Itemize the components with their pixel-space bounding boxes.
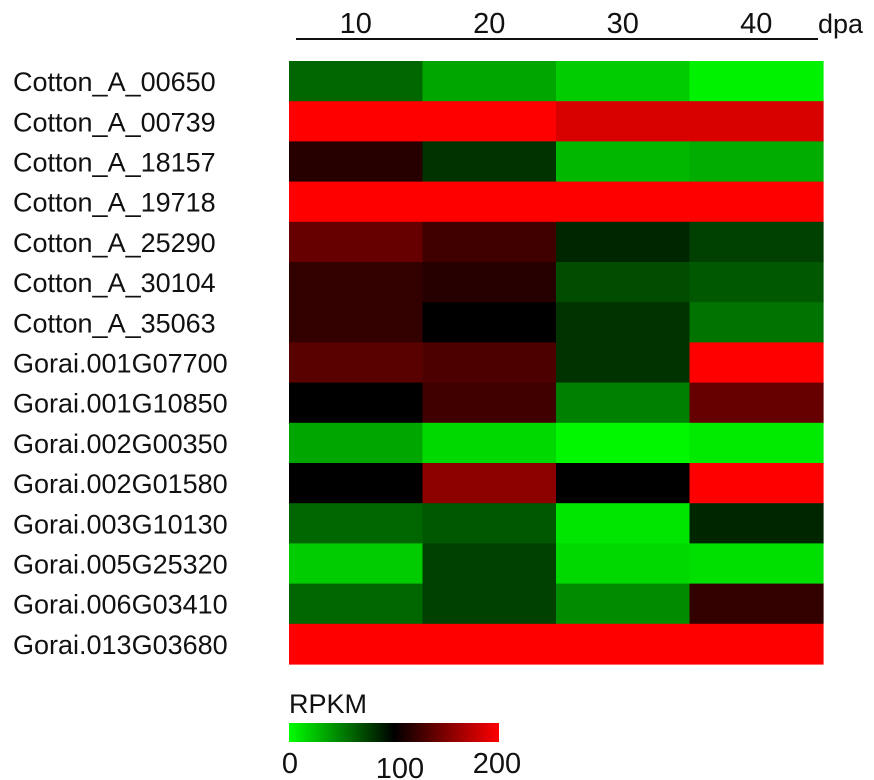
row-label: Gorai.005G25320 (13, 550, 228, 580)
heatmap-cell (422, 262, 557, 303)
colorbar-title: RPKM (289, 689, 367, 719)
heatmap-cell (422, 463, 557, 504)
row-label: Gorai.006G03410 (13, 590, 228, 620)
heatmap-cell (556, 623, 691, 665)
row-label: Cotton_A_30104 (13, 268, 216, 298)
heatmap-cell (556, 543, 691, 585)
heatmap-cell (689, 221, 824, 263)
x-unit-label: dpa (818, 9, 864, 39)
heatmap-cell (289, 101, 424, 142)
heatmap-cell (422, 583, 557, 625)
row-label: Cotton_A_00739 (13, 107, 216, 137)
heatmap-cell (689, 342, 824, 384)
heatmap-cell (556, 583, 691, 625)
row-labels: Cotton_A_00650 Cotton_A_00739 Cotton_A_181… (13, 67, 228, 660)
heatmap-cell (289, 181, 424, 223)
heatmap-cell (289, 422, 424, 464)
column-label: 20 (473, 8, 505, 40)
heatmap-cell (422, 181, 557, 223)
row-label: Cotton_A_25290 (13, 228, 216, 258)
column-label: 40 (740, 8, 772, 40)
colorbar (289, 723, 499, 742)
heatmap-cell (289, 463, 424, 504)
heatmap-cell (289, 543, 424, 585)
row-label: Cotton_A_19718 (13, 188, 216, 218)
heatmap-cell (422, 221, 557, 263)
row-label: Gorai.003G10130 (13, 509, 228, 539)
heatmap-cell (422, 302, 557, 343)
heatmap-cell (556, 302, 691, 343)
heatmap-cell (556, 262, 691, 303)
colorbar-tick-label: 0 (282, 748, 298, 780)
heatmap-cell (556, 382, 691, 424)
heatmap-cell (289, 503, 424, 544)
heatmap-cell (422, 382, 557, 424)
heatmap-cell (289, 583, 424, 625)
heatmap-cell (556, 141, 691, 183)
heatmap-cell (422, 101, 557, 142)
column-label: 30 (607, 8, 639, 40)
heatmap-cell (689, 262, 824, 303)
row-label: Gorai.001G07700 (13, 349, 228, 379)
heatmap-cell (689, 422, 824, 464)
row-label: Cotton_A_00650 (13, 67, 216, 97)
row-label: Gorai.002G01580 (13, 469, 228, 499)
heatmap-cell (556, 463, 691, 504)
heatmap-cell (422, 342, 557, 384)
heatmap-cell (289, 61, 424, 102)
heatmap-cell (689, 141, 824, 183)
heatmap-cell (689, 463, 824, 504)
heatmap-cell (289, 262, 424, 303)
heatmap-cell (422, 61, 557, 102)
heatmap-cell (689, 543, 824, 585)
heatmap-cell (289, 302, 424, 343)
colorbar-tick-label: 100 (376, 753, 424, 780)
heatmap-cell (556, 422, 691, 464)
heatmap-cell (556, 101, 691, 142)
colorbar-tick-label: 200 (473, 748, 521, 780)
heatmap-cell (289, 342, 424, 384)
heatmap-cell (556, 221, 691, 263)
heatmap-cell (689, 583, 824, 625)
heatmap-cell (556, 503, 691, 544)
heatmap-cell (422, 543, 557, 585)
row-label: Gorai.001G10850 (13, 389, 228, 419)
heatmap-cell (689, 302, 824, 343)
heatmap-cell (289, 141, 424, 183)
heatmap-cell (689, 623, 824, 665)
heatmap-cell (556, 181, 691, 223)
column-label: 10 (340, 8, 372, 40)
heatmap-cell (556, 61, 691, 102)
heatmap-cell (289, 221, 424, 263)
heatmap-cell (689, 101, 824, 142)
row-label: Gorai.002G00350 (13, 429, 228, 459)
heatmap-cell (689, 382, 824, 424)
heatmap-cell (689, 503, 824, 544)
heatmap-cell (422, 503, 557, 544)
heatmap-cells (289, 61, 824, 665)
row-label: Gorai.013G03680 (13, 630, 228, 660)
row-label: Cotton_A_35063 (13, 308, 216, 338)
heatmap-cell (422, 422, 557, 464)
colorbar-tick-labels: 0 100 200 (282, 748, 521, 780)
heatmap-cell (422, 141, 557, 183)
row-label: Cotton_A_18157 (13, 148, 216, 178)
heatmap-cell (422, 623, 557, 665)
heatmap-cell (289, 623, 424, 665)
column-labels: 10 20 30 40 (340, 8, 773, 40)
heatmap-cell (289, 382, 424, 424)
heatmap-cell (556, 342, 691, 384)
heatmap-cell (689, 61, 824, 102)
heatmap-cell (689, 181, 824, 223)
